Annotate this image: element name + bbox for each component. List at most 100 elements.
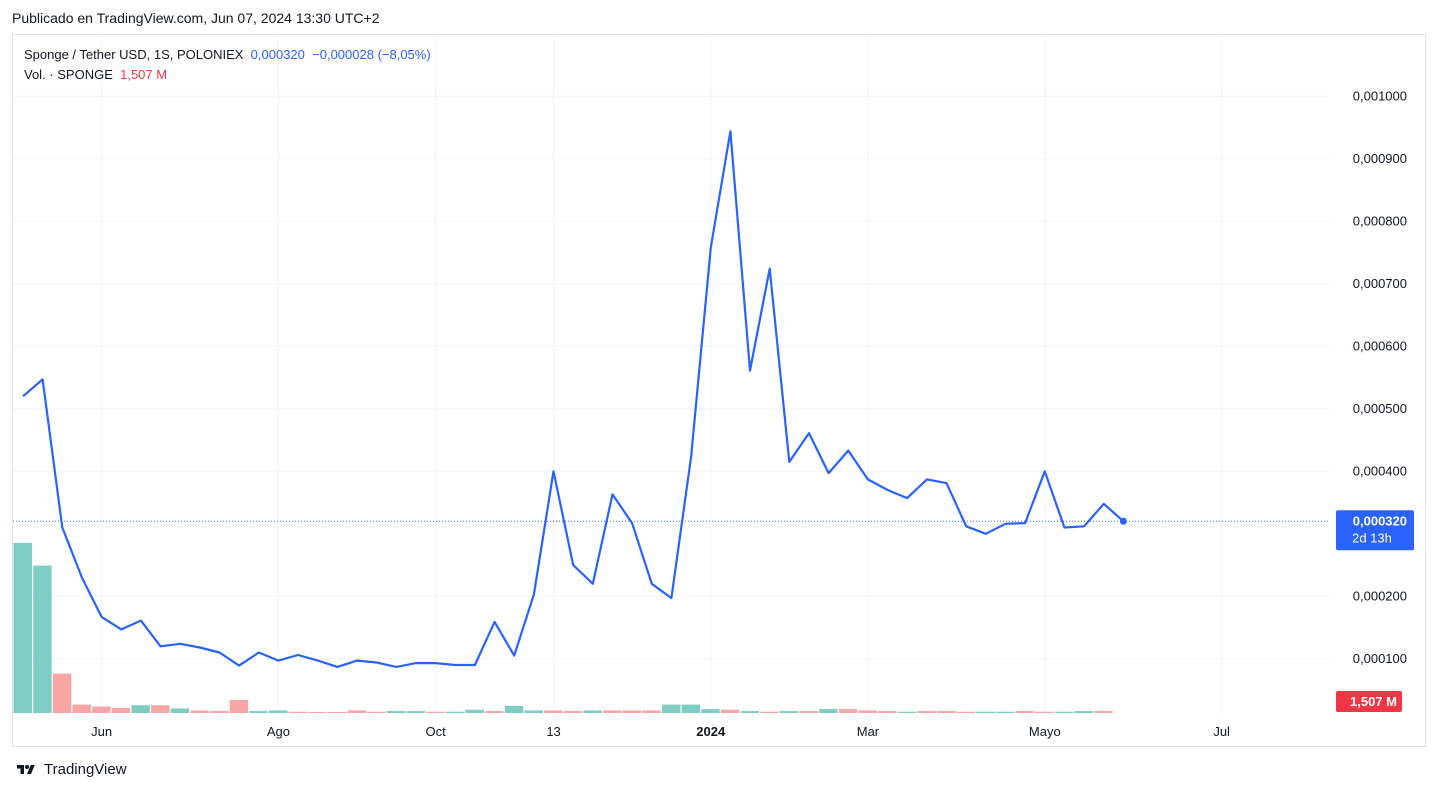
volume-bar [799,711,818,713]
volume-bar [956,711,976,713]
volume-bar [1015,711,1035,713]
y-tick-label: 0,000500 [1353,401,1407,416]
volume-bar [229,700,249,713]
y-tick-label: 0,000900 [1353,151,1407,166]
countdown-text: 2d 13h [1352,530,1392,545]
volume-bar [485,711,504,713]
volume-bar [347,710,367,713]
volume-bar [210,711,229,713]
volume-badge [1336,691,1402,712]
x-tick-label: Mar [857,724,880,739]
volume-bar [760,711,779,713]
volume-bar [249,711,268,713]
y-tick-label: 0,000100 [1353,651,1407,666]
volume-bar [1094,711,1113,713]
volume-bar [288,711,308,713]
volume-bar [642,710,661,713]
published-caption: Publicado en TradingView.com, Jun 07, 20… [12,10,380,26]
volume-bar [504,705,524,713]
chart-frame[interactable]: 0,000100 0,000200 0,000400 0,000500 0,000600… [12,34,1426,747]
last-value: 0,000320 [250,47,305,62]
volume-bar [131,705,150,713]
y-axis-ticks: 0,000100 0,000200 0,000400 0,000500 0,000600… [1353,88,1407,666]
y-tick-label: 0,000200 [1353,588,1407,603]
volume-bar [524,710,543,713]
volume-legend-row: Vol. · SPONGE 1,507 M [24,65,431,85]
volume-bar [13,543,32,713]
y-tick-label: 0,000700 [1353,276,1407,291]
volume-bar [327,712,347,713]
brand-footer[interactable]: TradingView [14,761,127,778]
x-tick-label: Jun [91,724,112,739]
y-tick-label: 0,000600 [1353,338,1407,353]
volume-label[interactable]: Vol. · SPONGE [24,67,113,82]
volume-bar [1035,711,1054,713]
last-price-dot [1119,517,1127,525]
tradingview-logo-icon [17,764,35,774]
volume-value: 1,507 M [120,67,168,82]
price-line-series [22,130,1125,668]
x-tick-label: Mayo [1029,724,1061,739]
volume-badge-text: 1,507 M [1350,694,1397,709]
axis-badges: 0,000320 2d 13h 1,507 M [1336,510,1414,712]
x-tick-label: Jul [1213,724,1230,739]
x-tick-label: Ago [267,724,290,739]
volume-bar [917,711,936,713]
volume-bar [308,712,327,713]
price-change: −0,000028 (−8,05%) [312,47,431,62]
volume-bar [367,711,386,713]
volume-bar [1074,711,1094,713]
vertical-grid [101,35,1223,713]
y-tick-label: 0,000800 [1353,213,1407,228]
volume-bar [190,710,209,713]
volume-bar [819,709,838,713]
volume-bar [92,706,111,713]
volume-bar [996,711,1015,713]
volume-bar [563,711,583,713]
volume-bar [720,709,740,713]
price-chart[interactable]: 0,000100 0,000200 0,000400 0,000500 0,000600… [13,35,1425,746]
volume-bar [838,709,858,713]
last-price-badge-text: 0,000320 [1353,513,1407,528]
volume-bar [426,711,445,713]
symbol-legend-row: Sponge / Tether USD, 1S, POLONIEX 0,0003… [24,45,431,65]
volume-bar [445,711,465,713]
volume-bar [937,711,956,713]
volume-bar [72,704,91,713]
volume-bar [976,711,995,713]
brand-name: TradingView [44,761,127,778]
volume-bar [622,710,642,713]
volume-bar [603,710,622,713]
symbol-name[interactable]: Sponge / Tether USD, 1S, POLONIEX [24,47,244,62]
volume-bar [740,711,760,713]
volume-bar [1054,711,1074,713]
volume-bar [406,711,425,713]
volume-bar [858,710,877,713]
x-axis-ticks: Jun Ago Oct 13 2024 Mar Mayo Jul [91,724,1230,739]
last-price-badge [1336,510,1414,551]
volume-bar [465,709,484,713]
x-tick-label: 13 [546,724,560,739]
volume-bar [170,708,190,713]
volume-bar [897,711,917,713]
volume-bar [33,565,52,713]
x-tick-label: Oct [426,724,447,739]
volume-bars [13,543,1113,713]
volume-bar [52,673,72,713]
volume-bar [386,711,406,713]
volume-bar [268,710,288,713]
volume-bar [111,707,131,713]
chart-legend: Sponge / Tether USD, 1S, POLONIEX 0,0003… [24,45,431,85]
volume-bar [583,710,602,713]
y-tick-label: 0,001000 [1353,88,1407,103]
volume-bar [544,710,563,713]
volume-bar [681,704,701,713]
volume-bar [779,711,799,713]
volume-bar [151,705,170,713]
horizontal-grid [13,95,1329,660]
y-tick-label: 0,000400 [1353,463,1407,478]
x-tick-label: 2024 [696,724,726,739]
volume-bar [701,709,720,713]
volume-bar [878,711,897,713]
volume-bar [661,704,681,713]
